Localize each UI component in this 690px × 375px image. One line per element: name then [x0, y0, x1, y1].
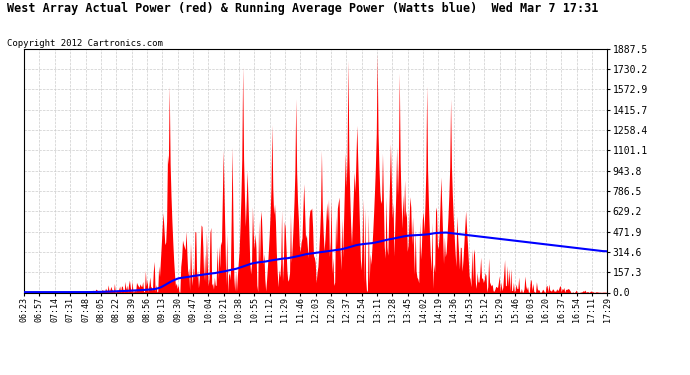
Text: West Array Actual Power (red) & Running Average Power (Watts blue)  Wed Mar 7 17: West Array Actual Power (red) & Running …	[7, 2, 598, 15]
Text: Copyright 2012 Cartronics.com: Copyright 2012 Cartronics.com	[7, 39, 163, 48]
